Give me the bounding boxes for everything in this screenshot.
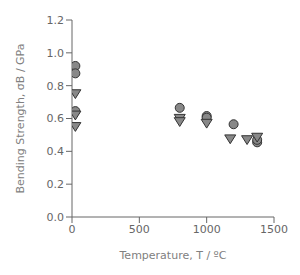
svg-text:Bending Strength, σB / GPa: Bending Strength, σB / GPa (14, 44, 27, 194)
svg-text:0.4: 0.4 (47, 145, 65, 158)
svg-text:0.8: 0.8 (47, 80, 65, 93)
svg-text:Temperature, T / ºC: Temperature, T / ºC (119, 249, 227, 262)
svg-text:0.6: 0.6 (47, 112, 65, 125)
svg-text:0.0: 0.0 (47, 211, 65, 224)
svg-text:1.0: 1.0 (47, 47, 65, 60)
svg-text:1000: 1000 (193, 223, 221, 236)
svg-text:1.2: 1.2 (47, 14, 65, 27)
svg-text:500: 500 (129, 223, 150, 236)
svg-text:0: 0 (69, 223, 76, 236)
svg-text:1500: 1500 (260, 223, 288, 236)
svg-text:0.2: 0.2 (47, 178, 65, 191)
